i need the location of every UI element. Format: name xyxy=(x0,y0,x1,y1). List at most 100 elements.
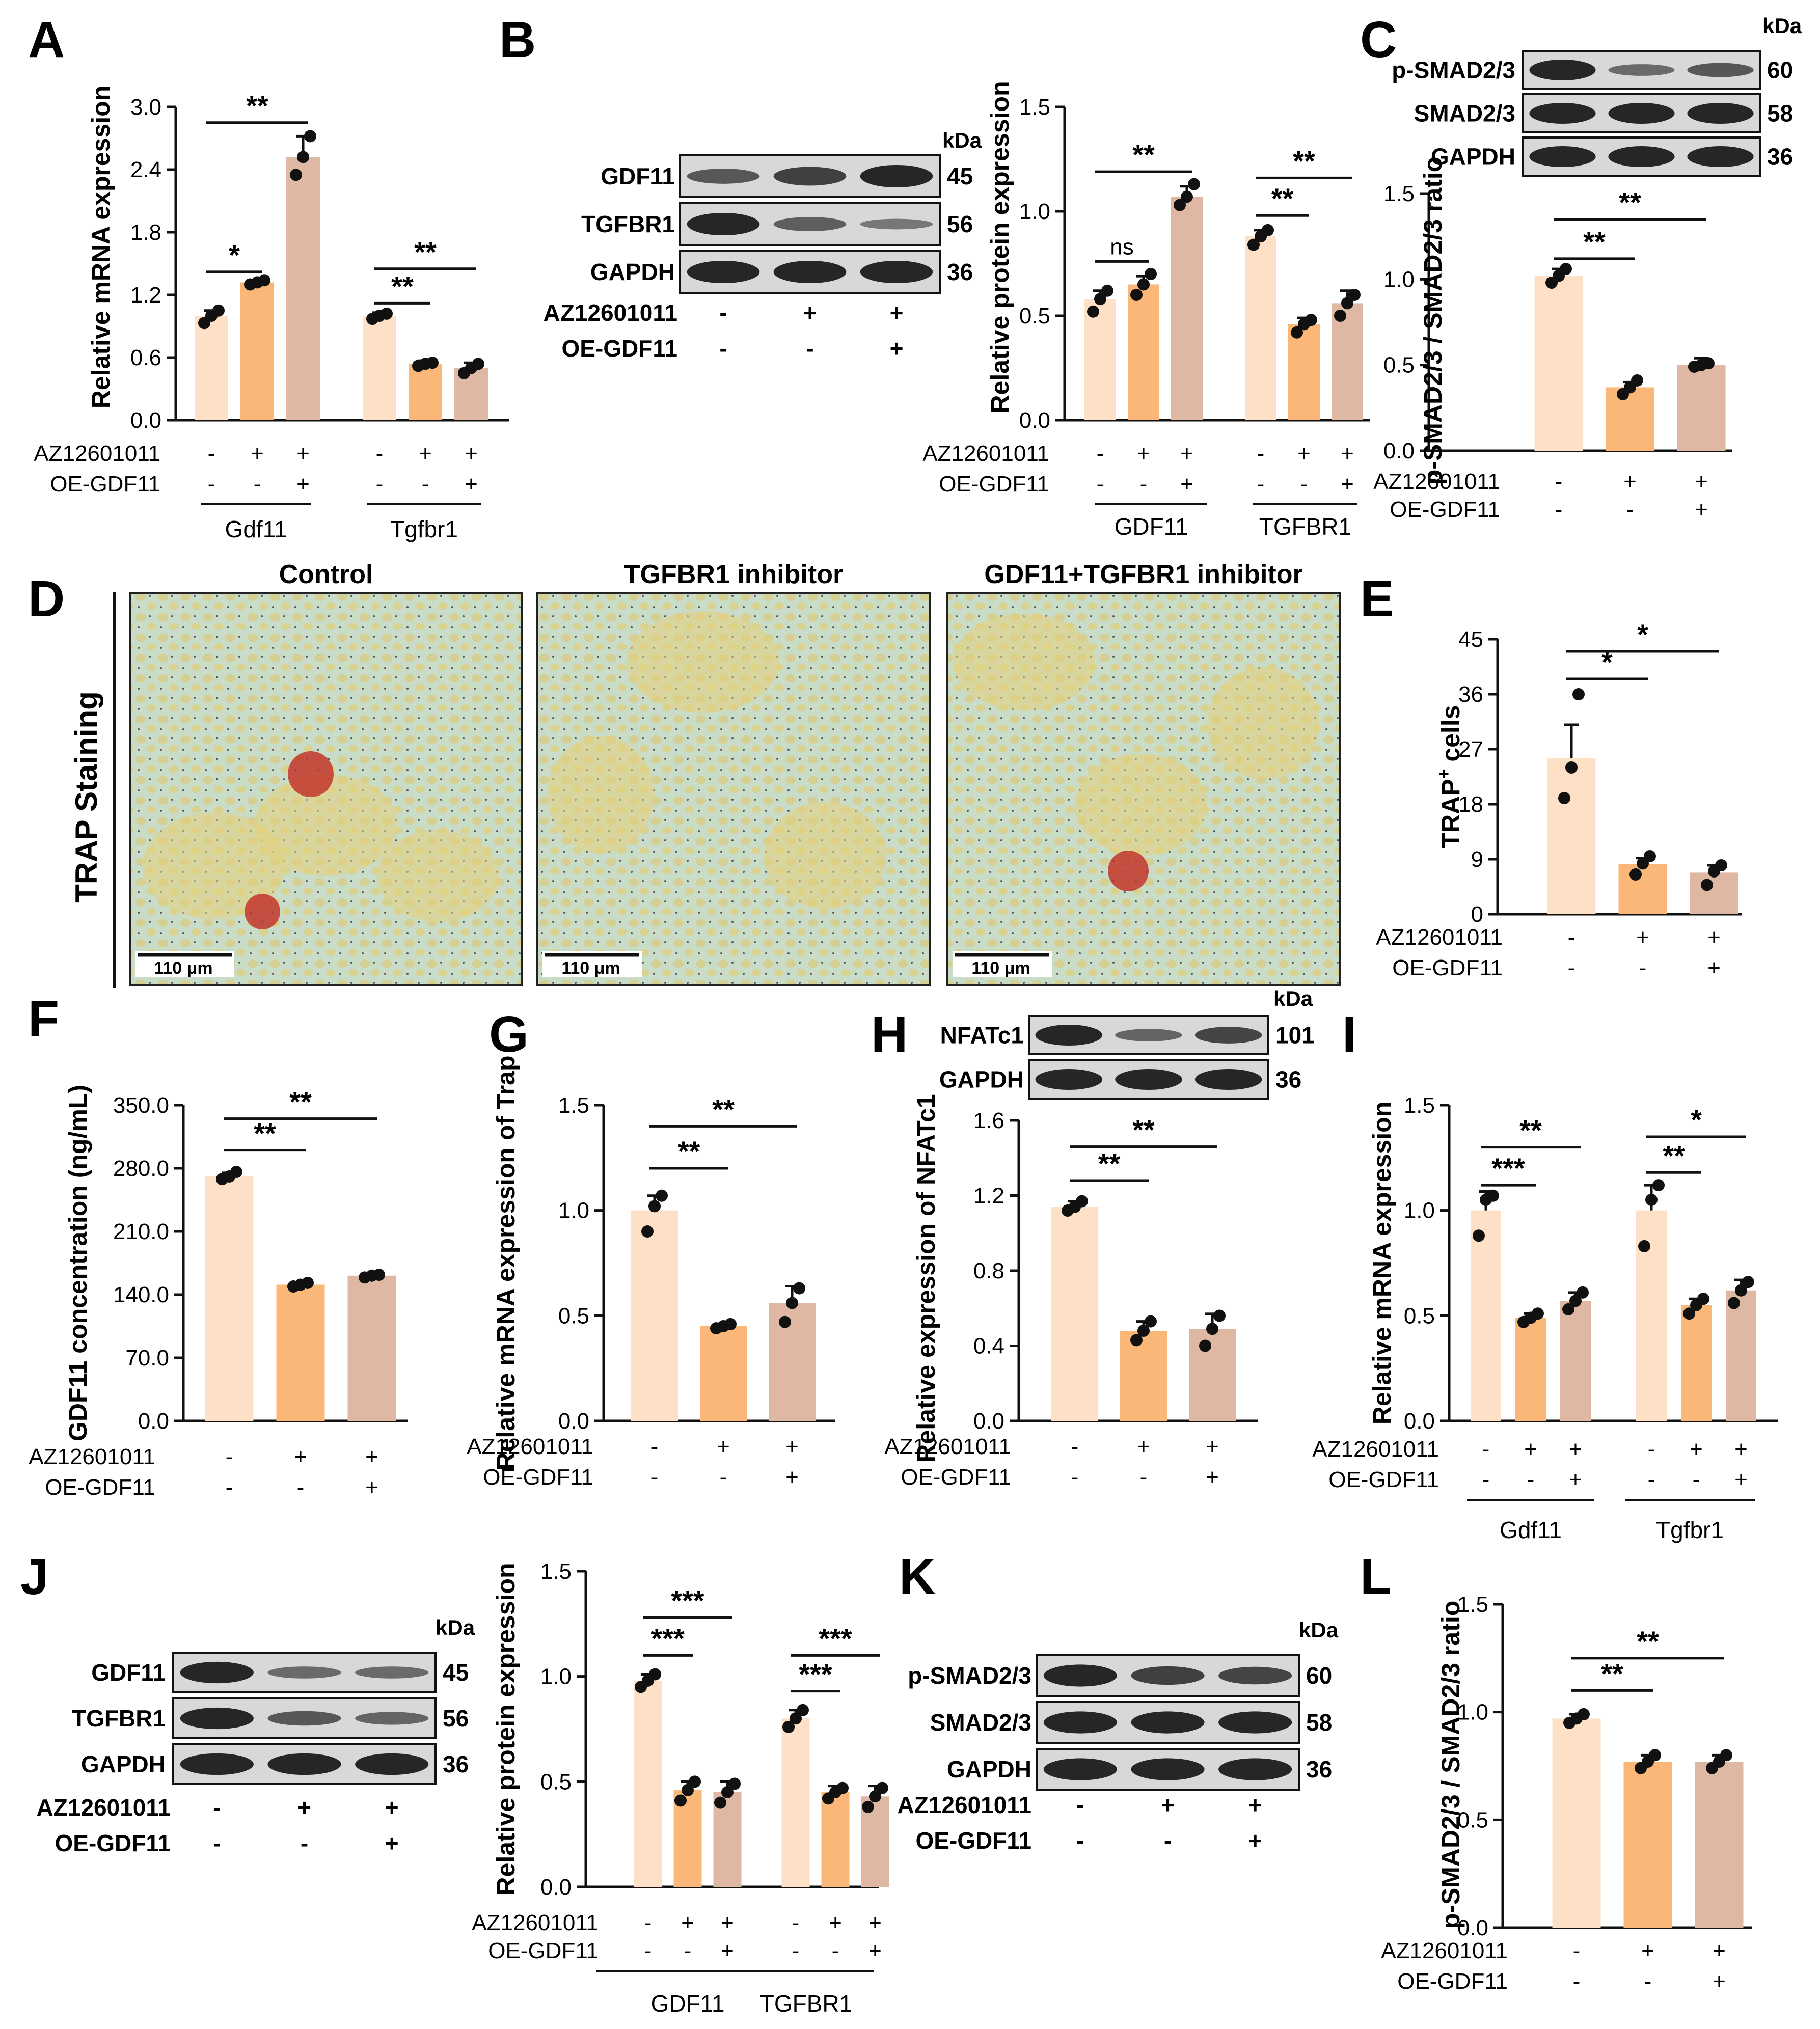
blot-az-sign: - xyxy=(213,1794,221,1821)
y-axis-label: Relative expression of NFATc1 xyxy=(912,1094,940,1462)
panel-label-f: F xyxy=(28,991,59,1048)
az-sign: - xyxy=(1071,1434,1079,1459)
data-point xyxy=(1720,1749,1732,1762)
bar xyxy=(821,1792,850,1887)
data-point xyxy=(1188,178,1200,190)
blot-oe-label: OE-GDF11 xyxy=(561,335,677,362)
data-point xyxy=(1087,305,1099,318)
panel-label-j: J xyxy=(20,1548,49,1605)
y-tick-label: 0.4 xyxy=(973,1334,1004,1359)
bar xyxy=(1534,276,1583,451)
data-point xyxy=(689,1775,701,1788)
blot-az-label: AZ12601011 xyxy=(544,299,677,326)
data-point xyxy=(674,1794,687,1807)
oe-sign: - xyxy=(1555,497,1563,522)
data-point xyxy=(258,274,270,287)
data-point xyxy=(1735,1284,1747,1297)
osteoclast-cluster xyxy=(627,611,779,713)
az-sign: + xyxy=(681,1910,694,1935)
protein-band xyxy=(687,260,760,284)
y-tick-label: 0.0 xyxy=(138,1409,169,1434)
blot-az-sign: - xyxy=(1076,1792,1084,1818)
oe-sign: - xyxy=(297,1475,305,1500)
y-tick-label: 0.5 xyxy=(540,1769,572,1794)
data-point xyxy=(1702,357,1715,370)
y-tick-label: 2.4 xyxy=(130,157,161,182)
trap-staining-label: TRAP Staining xyxy=(69,691,103,903)
blot-row-label: SMAD2/3 xyxy=(930,1709,1031,1736)
data-point xyxy=(1631,374,1643,387)
data-point xyxy=(1715,859,1727,871)
micrograph-title: Control xyxy=(279,560,373,589)
y-axis-label: p-SMAD2/3 / SMAD2/3 ratio xyxy=(1436,1601,1465,1929)
panel-label-h: H xyxy=(871,1006,908,1063)
data-point xyxy=(302,1276,314,1289)
y-tick-label: 1.0 xyxy=(1019,199,1050,224)
y-tick-label: 45 xyxy=(1458,627,1483,652)
oe-sign: + xyxy=(1341,472,1354,497)
bar xyxy=(1189,1329,1236,1421)
data-point xyxy=(304,130,316,143)
oe-sign: - xyxy=(1140,472,1148,497)
data-point xyxy=(297,151,309,163)
significance-label: ** xyxy=(678,1135,700,1167)
data-point xyxy=(656,1189,668,1202)
y-tick-label: 0.5 xyxy=(1019,304,1050,328)
y-tick-label: 280.0 xyxy=(113,1156,169,1181)
az-sign: + xyxy=(1137,1434,1150,1459)
blot-row-label: GAPDH xyxy=(590,259,675,285)
data-point xyxy=(1701,879,1713,891)
bar xyxy=(1471,1210,1501,1421)
y-tick-label: 1.5 xyxy=(558,1093,589,1118)
data-point xyxy=(793,1282,805,1295)
chart-panel-a: 0.0 0.6 1.2 1.8 2.4 3.0 Relative mRNA expressi… xyxy=(34,86,509,542)
oe-sign: + xyxy=(365,1475,378,1500)
y-axis-label: Relative protein expression xyxy=(492,1562,520,1895)
significance-label: ** xyxy=(1271,182,1294,214)
data-point xyxy=(682,1784,694,1796)
significance-label: * xyxy=(1637,618,1648,650)
az-sign: + xyxy=(1341,441,1354,466)
az-row-label: AZ12601011 xyxy=(884,1434,1011,1459)
data-point xyxy=(1291,326,1303,339)
data-point xyxy=(1305,314,1317,326)
oe-sign: + xyxy=(1180,472,1193,497)
az-row-label: AZ12601011 xyxy=(1381,1938,1508,1963)
data-point xyxy=(1181,190,1193,203)
blot-panel-c: kDa p-SMAD2/3 60 SMAD2/3 58 GAPDH 36 xyxy=(1392,14,1802,177)
protein-band xyxy=(1194,1069,1262,1090)
kda-header: kDa xyxy=(1762,14,1802,38)
kda-value: 56 xyxy=(947,211,973,237)
protein-band xyxy=(1608,146,1675,167)
az-sign: + xyxy=(1707,925,1721,950)
oe-sign: - xyxy=(1644,1969,1652,1994)
y-tick-label: 0 xyxy=(1471,902,1483,927)
y-tick-label: 36 xyxy=(1458,682,1483,707)
protein-band xyxy=(687,212,760,236)
data-point xyxy=(1560,263,1572,276)
az-sign: - xyxy=(376,441,384,466)
panel-label-d: D xyxy=(28,570,65,627)
az-sign: + xyxy=(1524,1437,1537,1462)
az-sign: - xyxy=(792,1910,800,1935)
az-sign: + xyxy=(721,1910,734,1935)
protein-band xyxy=(355,1753,429,1775)
significance-label: *** xyxy=(651,1622,685,1654)
y-tick-label: 0.0 xyxy=(973,1409,1004,1434)
blot-oe-sign: + xyxy=(385,1830,399,1856)
y-axis-label: Relative mRNA expression of Trap xyxy=(492,1055,520,1470)
data-point xyxy=(714,1796,726,1809)
oe-sign: + xyxy=(296,472,310,497)
significance-label: *** xyxy=(799,1658,832,1690)
significance-label: ** xyxy=(1519,1114,1542,1146)
oe-row-label: OE-GDF11 xyxy=(939,472,1049,497)
bar xyxy=(1171,197,1203,420)
oe-sign: - xyxy=(1097,472,1104,497)
protein-band xyxy=(773,217,847,231)
oe-sign: - xyxy=(1648,1467,1655,1492)
bar xyxy=(1245,236,1276,420)
significance-label: ns xyxy=(1110,234,1133,259)
protein-band xyxy=(1687,63,1754,77)
data-point xyxy=(1473,1229,1485,1242)
data-point xyxy=(1341,297,1353,310)
